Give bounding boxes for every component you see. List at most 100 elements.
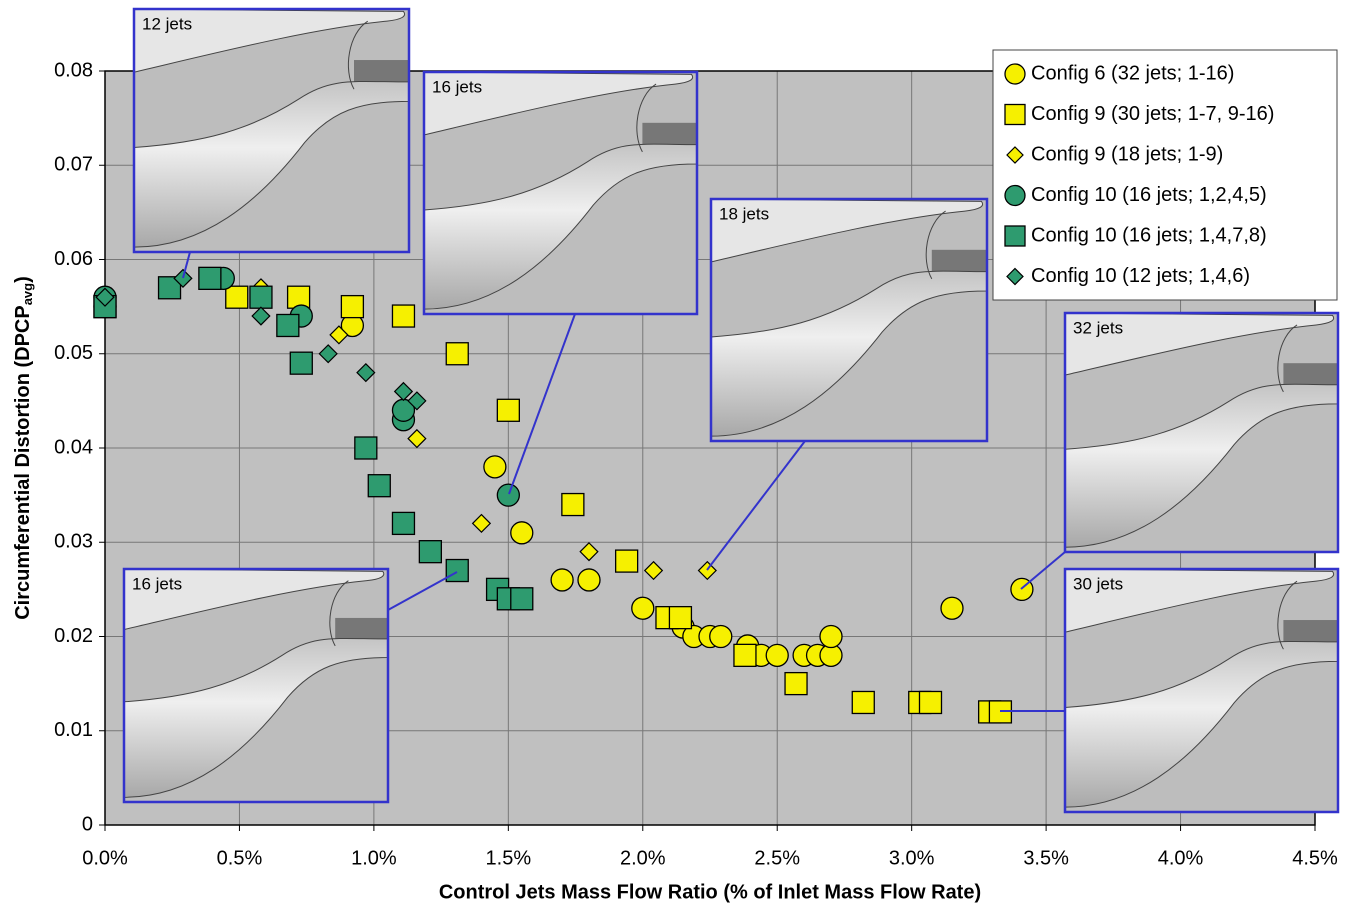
marker xyxy=(631,596,655,620)
marker xyxy=(643,560,664,581)
marker xyxy=(851,690,875,715)
inset: 16 jets xyxy=(422,70,699,316)
marker xyxy=(393,381,414,402)
inset-frame xyxy=(122,567,390,804)
marker xyxy=(819,624,843,649)
marker xyxy=(614,549,639,573)
y-tick-label: 0 xyxy=(82,813,93,835)
inset-cowl xyxy=(123,568,385,631)
connector xyxy=(706,440,806,571)
y-tick-label: 0.06 xyxy=(54,248,93,270)
inset-label: 16 jets xyxy=(132,574,182,593)
marker xyxy=(471,513,492,534)
inset-frame xyxy=(1063,311,1340,554)
inset-frame xyxy=(422,70,699,316)
marker xyxy=(251,306,271,326)
inset-cowl xyxy=(1064,568,1335,633)
y-tick-label: 0.05 xyxy=(54,342,93,364)
inset: 30 jets xyxy=(1063,567,1340,814)
inset-label: 18 jets xyxy=(719,204,769,223)
marker xyxy=(407,391,427,411)
inset-lip xyxy=(636,83,657,153)
y-axis-label: Circumferential Distortion (DPCPavg) xyxy=(12,276,35,620)
legend-marker xyxy=(1004,225,1026,247)
marker xyxy=(329,325,349,345)
connector xyxy=(508,313,576,495)
marker xyxy=(784,671,808,696)
marker xyxy=(918,690,943,715)
y-tick-label: 0.03 xyxy=(54,531,93,553)
legend-label: Config 10 (16 jets; 1,4,7,8) xyxy=(1031,224,1267,246)
marker xyxy=(340,294,365,319)
inset-lip xyxy=(1277,580,1298,650)
marker xyxy=(318,344,338,364)
inset: 16 jets xyxy=(122,567,390,804)
marker xyxy=(354,436,378,460)
marker xyxy=(668,606,693,630)
marker xyxy=(289,351,313,375)
legend-label: Config 10 (12 jets; 1,4,6) xyxy=(1031,265,1250,287)
marker xyxy=(249,285,273,309)
legend-marker xyxy=(1004,184,1026,207)
marker xyxy=(561,492,585,517)
marker xyxy=(391,304,416,328)
y-label-end: ) xyxy=(12,276,34,283)
legend-box xyxy=(992,49,1338,301)
legend-marker xyxy=(1004,103,1026,126)
marker xyxy=(95,287,115,307)
x-tick-label: 2.0% xyxy=(620,847,666,869)
x-tick-label: 2.5% xyxy=(754,847,800,869)
marker xyxy=(198,266,222,291)
marker xyxy=(550,568,574,592)
marker xyxy=(697,560,717,581)
inset-frame xyxy=(1063,567,1340,814)
marker xyxy=(391,511,416,536)
y-tick-label: 0.08 xyxy=(54,59,93,81)
marker xyxy=(356,362,376,383)
x-tick-label: 3.0% xyxy=(889,847,935,869)
y-tick-label: 0.01 xyxy=(54,719,93,741)
connector xyxy=(387,571,458,611)
legend-marker xyxy=(1006,146,1024,164)
marker xyxy=(225,285,249,309)
marker xyxy=(579,542,599,562)
inset-label: 16 jets xyxy=(432,77,482,96)
inset-frame xyxy=(709,197,989,443)
marker xyxy=(173,268,193,288)
marker xyxy=(418,540,443,564)
legend-marker xyxy=(1004,63,1026,85)
connector xyxy=(1020,551,1066,590)
marker xyxy=(709,624,733,649)
marker xyxy=(577,568,601,592)
x-tick-label: 0.5% xyxy=(217,847,263,869)
marker xyxy=(445,558,469,583)
inset-cowl xyxy=(423,71,694,136)
inset: 18 jets xyxy=(709,197,989,443)
marker xyxy=(765,643,789,667)
marker xyxy=(367,474,391,498)
marker xyxy=(407,428,427,449)
y-tick-label: 0.02 xyxy=(54,625,93,647)
inset-lip xyxy=(1277,324,1298,393)
y-tick-label: 0.04 xyxy=(54,436,93,458)
marker xyxy=(496,398,520,422)
inset-cowl xyxy=(710,198,984,263)
inset-cowl xyxy=(133,8,406,73)
inset-lip xyxy=(347,20,369,90)
x-tick-label: 1.0% xyxy=(351,847,397,869)
y-label-main: Circumferential Distortion (DPCP xyxy=(12,305,34,619)
marker xyxy=(510,587,534,611)
x-axis-label: Control Jets Mass Flow Ratio (% of Inlet… xyxy=(439,881,981,903)
inset-lip xyxy=(925,210,946,280)
y-tick-label: 0.07 xyxy=(54,154,93,176)
legend-label: Config 6 (32 jets; 1-16) xyxy=(1031,62,1234,84)
x-tick-label: 3.5% xyxy=(1023,847,1069,869)
legend-marker xyxy=(1006,267,1024,286)
legend-label: Config 9 (30 jets; 1-7, 9-16) xyxy=(1031,103,1274,125)
marker xyxy=(940,596,964,620)
inset-lip xyxy=(329,580,349,647)
inset: 32 jets xyxy=(1063,311,1340,554)
connector xyxy=(182,251,191,279)
marker xyxy=(496,483,520,507)
inset-label: 30 jets xyxy=(1073,574,1123,593)
